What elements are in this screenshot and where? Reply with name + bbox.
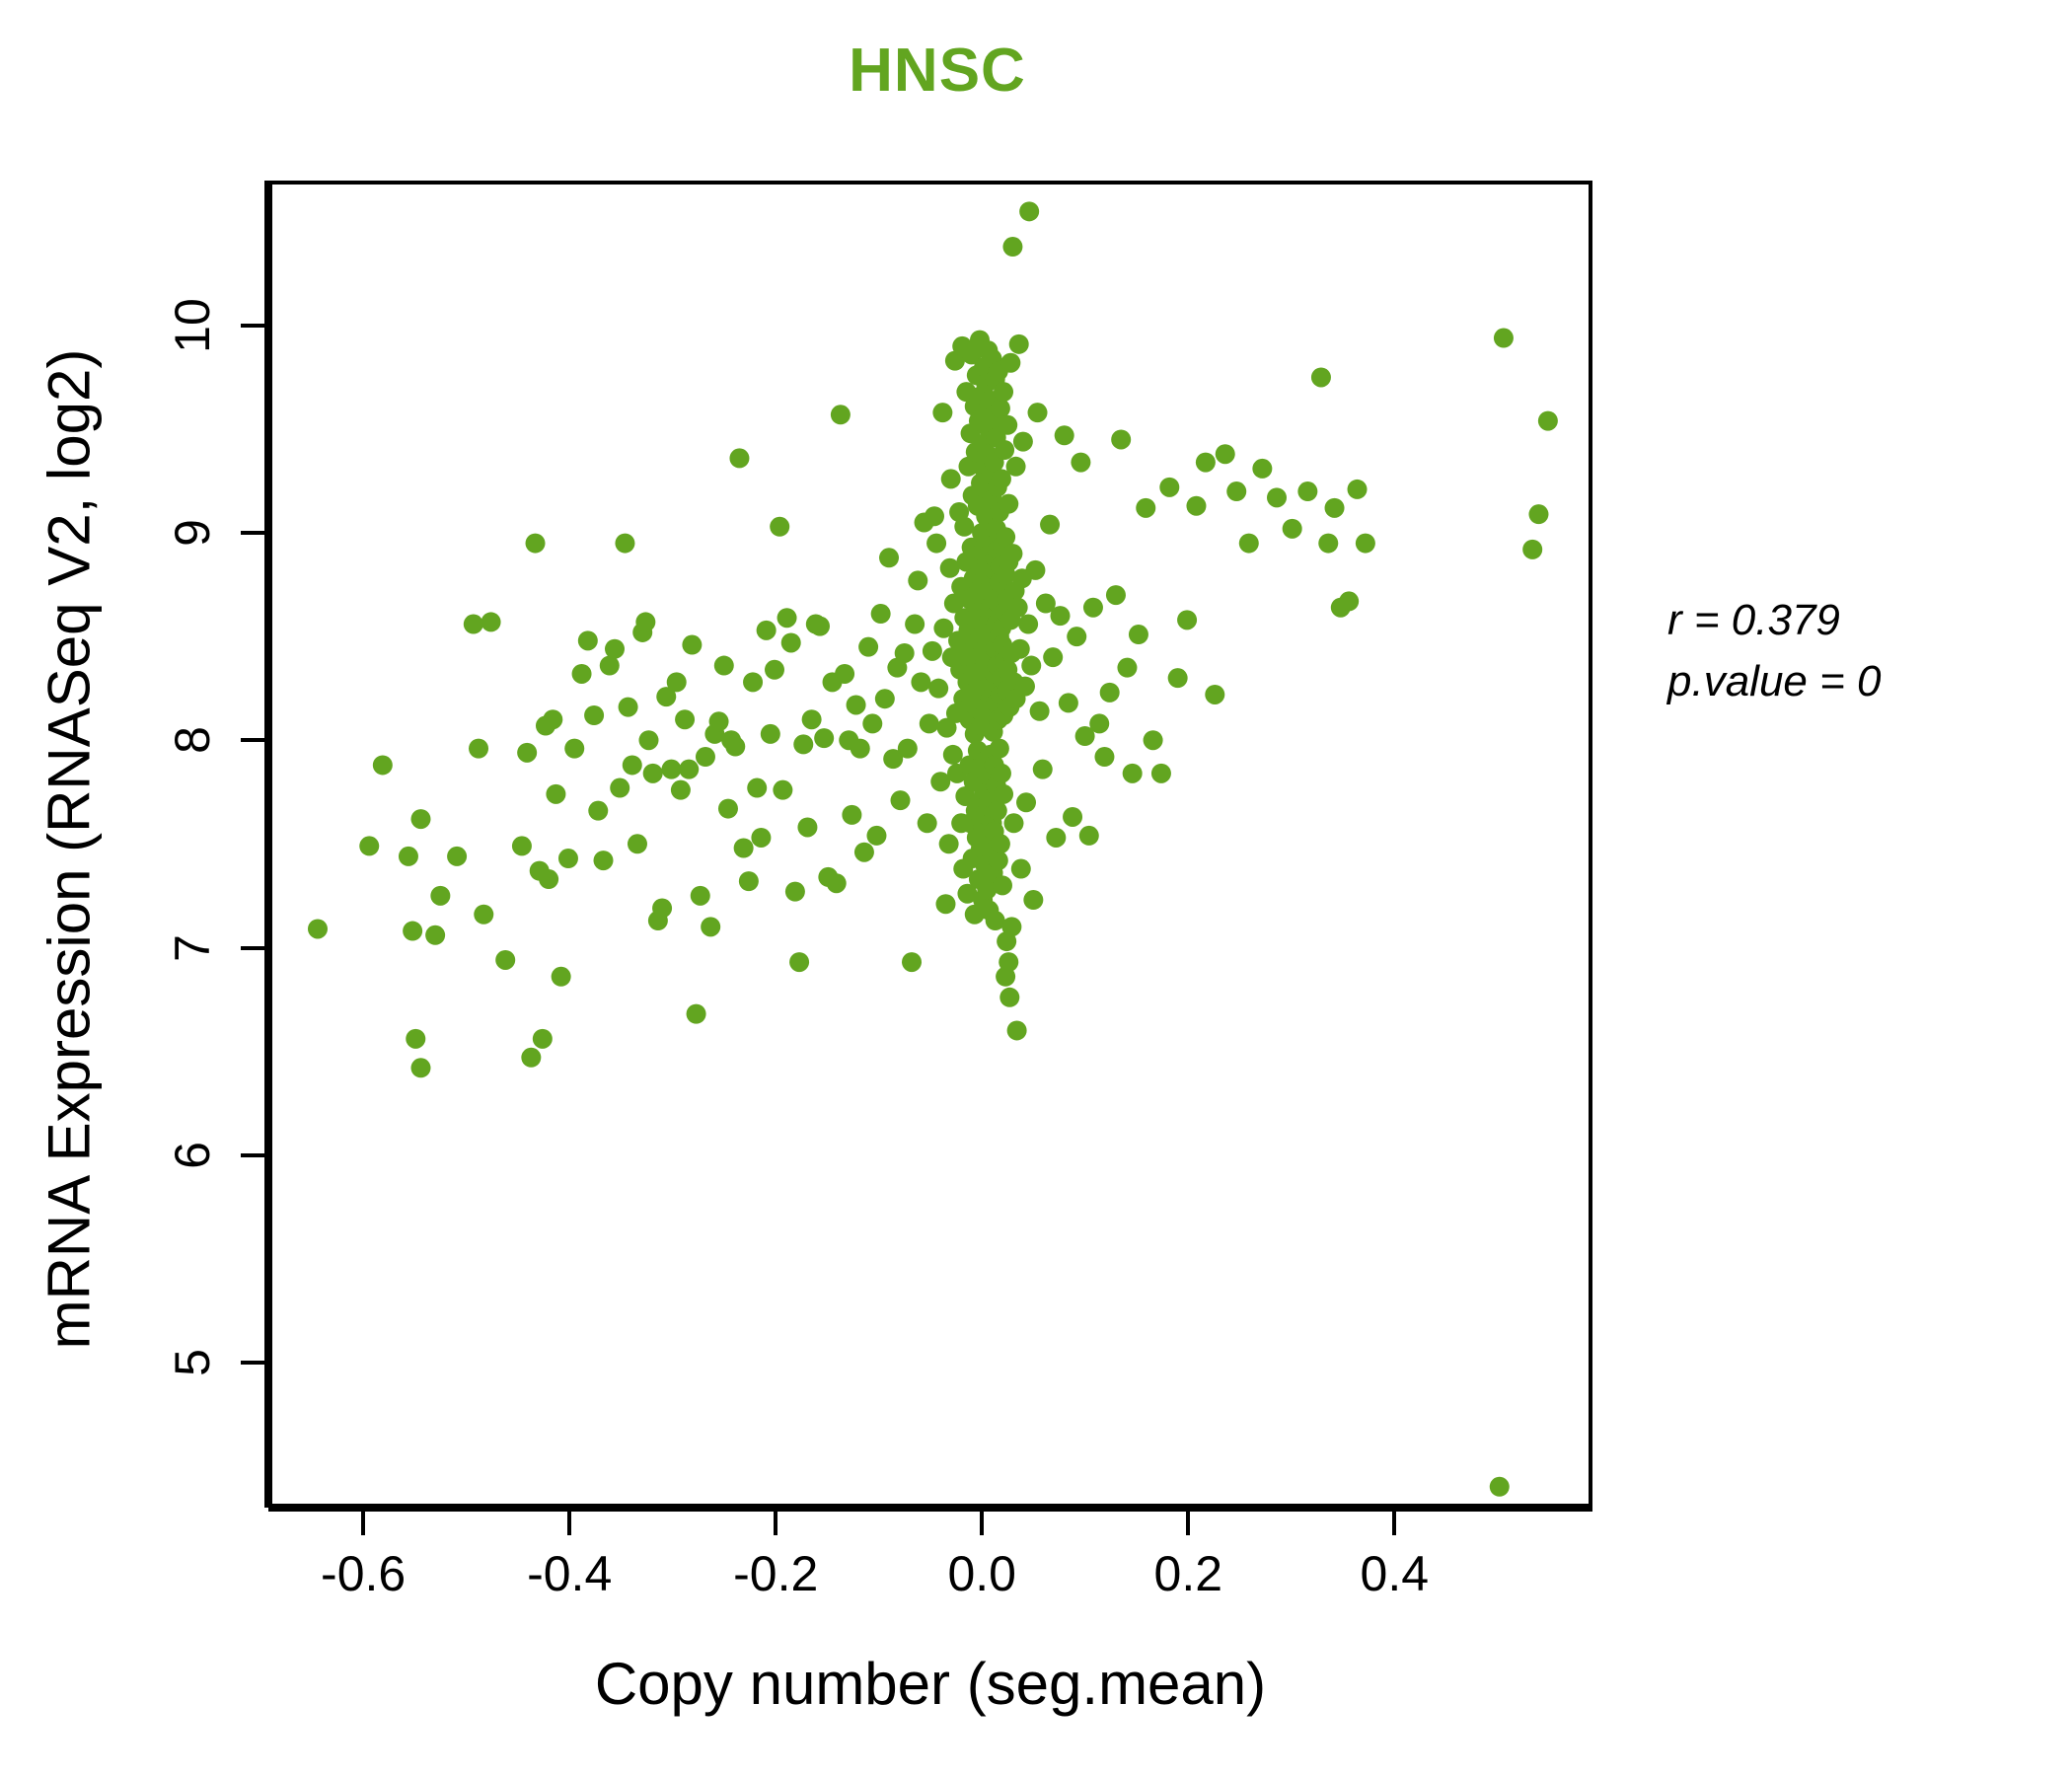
scatter-points-layer [272, 185, 1589, 1504]
x-tick-mark [361, 1512, 366, 1535]
x-tick-mark [774, 1512, 778, 1535]
x-tick-label: -0.6 [321, 1546, 407, 1601]
correlation-value: r = 0.379 [1667, 596, 1840, 644]
page-title: HNSC [849, 37, 1026, 105]
y-tick-mark [241, 531, 264, 536]
x-tick-label: 0.0 [947, 1546, 1016, 1601]
plot-area [268, 181, 1592, 1508]
x-tick-mark [1392, 1512, 1397, 1535]
y-tick-label: 7 [165, 933, 220, 962]
x-tick-label: -0.2 [733, 1546, 819, 1601]
x-tick-mark [1186, 1512, 1191, 1535]
y-axis-line [264, 181, 268, 1508]
x-tick-label: -0.4 [527, 1546, 613, 1601]
x-tick-mark [980, 1512, 985, 1535]
x-tick-label: 0.2 [1153, 1546, 1223, 1601]
y-tick-mark [241, 324, 264, 329]
y-tick-label: 6 [165, 1141, 220, 1169]
y-tick-label: 5 [165, 1348, 220, 1376]
x-axis-line [268, 1508, 1592, 1512]
x-tick-mark [567, 1512, 572, 1535]
y-axis-title: mRNA Expression (RNASeq V2, log2) [36, 348, 103, 1350]
y-tick-mark [241, 1152, 264, 1157]
y-tick-mark [241, 738, 264, 743]
y-tick-label: 9 [165, 519, 220, 548]
x-tick-label: 0.4 [1360, 1546, 1430, 1601]
stats-annotation: r = 0.379 p.value = 0 [1667, 590, 2042, 713]
y-tick-mark [241, 945, 264, 950]
y-tick-label: 8 [165, 726, 220, 755]
y-tick-label: 10 [165, 298, 220, 353]
x-axis-title: Copy number (seg.mean) [594, 1651, 1267, 1717]
y-tick-mark [241, 1360, 264, 1365]
pvalue-value: p.value = 0 [1667, 657, 1882, 706]
